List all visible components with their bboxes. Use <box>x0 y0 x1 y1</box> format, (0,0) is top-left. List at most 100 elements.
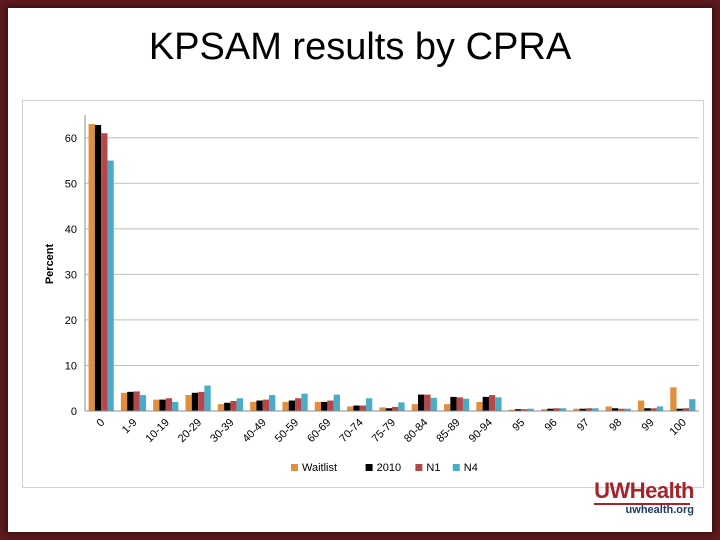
slide: KPSAM results by CPRA Percent 0 10 20 30 40 5… <box>8 8 712 532</box>
bar-n4-10-19 <box>172 401 179 411</box>
bar-2010-100 <box>676 408 683 411</box>
bar-n1-50-59 <box>295 398 302 411</box>
bar-waitlist-0 <box>88 124 95 411</box>
bar-2010-85-89 <box>450 396 457 411</box>
bar-waitlist-70-74 <box>347 406 354 411</box>
logo-underline <box>594 503 690 505</box>
bar-waitlist-80-84 <box>411 404 419 411</box>
bar-waitlist-40-49 <box>250 401 257 411</box>
legend-label: 2010 <box>377 462 401 474</box>
bar-waitlist-98 <box>605 406 612 411</box>
bar-2010-90-94 <box>482 396 489 411</box>
legend-swatch <box>291 464 298 471</box>
bar-2010-1-9 <box>127 391 134 411</box>
bar-waitlist-50-59 <box>282 401 289 411</box>
legend-label: N1 <box>426 462 440 474</box>
bar-n4-50-59 <box>301 393 308 411</box>
bar-waitlist-97 <box>573 408 580 411</box>
x-tick-label: 96 <box>543 417 560 434</box>
y-axis-label: Percent <box>44 243 56 284</box>
bar-waitlist-85-89 <box>444 404 451 411</box>
x-tick-label: 97 <box>575 417 592 434</box>
bar-2010-60-69 <box>321 401 328 411</box>
bar-n4-96 <box>559 408 567 411</box>
bar-n4-60-69 <box>333 394 340 411</box>
x-tick-label: 70-74 <box>337 417 365 445</box>
bar-n1-70-74 <box>359 405 366 411</box>
logo-wordmark: UWHealth <box>574 478 694 504</box>
x-tick-label: 1-9 <box>120 417 140 437</box>
bar-n4-97 <box>592 408 599 411</box>
logo-health: Health <box>629 478 695 503</box>
bar-waitlist-1-9 <box>120 392 128 411</box>
bar-waitlist-75-79 <box>379 407 386 411</box>
bar-2010-98 <box>611 408 619 411</box>
bar-n4-70-74 <box>365 398 373 411</box>
bar-n1-99 <box>650 408 657 411</box>
bar-2010-99 <box>644 408 651 411</box>
bar-2010-80-84 <box>418 394 425 411</box>
x-tick-label: 99 <box>640 417 657 434</box>
bar-n4-1-9 <box>139 395 147 411</box>
x-tick-label: 100 <box>667 417 688 438</box>
bar-waitlist-96 <box>540 409 548 411</box>
bar-waitlist-99 <box>637 400 645 411</box>
bar-n1-30-39 <box>230 400 237 411</box>
bar-2010-20-29 <box>191 392 199 411</box>
x-tick-label: 85-89 <box>434 417 462 445</box>
x-tick-label: 20-29 <box>176 417 204 445</box>
bar-n1-90-94 <box>488 395 496 411</box>
x-tick-label: 0 <box>94 417 107 430</box>
bar-n4-99 <box>656 406 664 411</box>
slide-title: KPSAM results by CPRA <box>148 26 572 68</box>
bar-waitlist-30-39 <box>217 404 225 411</box>
bar-n4-80-84 <box>430 397 437 411</box>
bar-2010-10-19 <box>159 399 166 411</box>
x-tick-label: 60-69 <box>305 417 333 445</box>
y-tick-label: 30 <box>65 269 77 281</box>
bar-waitlist-90-94 <box>476 401 483 411</box>
bar-n1-80-84 <box>424 394 431 411</box>
chart-area: Percent 0 10 20 30 40 50 60 0 1-9 10-19 20-29 30-39… <box>22 100 704 488</box>
bar-chart: Percent 0 10 20 30 40 50 60 0 1-9 10-19 20-29 30-39… <box>44 115 699 474</box>
x-tick-label: 80-84 <box>402 417 430 445</box>
bar-n1-75-79 <box>392 406 399 411</box>
bar-n4-90-94 <box>495 397 502 411</box>
bar-waitlist-10-19 <box>153 399 160 411</box>
bar-n1-40-49 <box>262 399 270 411</box>
bar-n4-75-79 <box>398 402 405 411</box>
x-tick-label: 10-19 <box>144 417 172 445</box>
x-tick-label: 30-39 <box>208 417 236 445</box>
bar-n1-1-9 <box>133 391 140 411</box>
bar-n4-95 <box>527 408 534 411</box>
bar-2010-95 <box>514 409 522 411</box>
legend-label: N4 <box>464 462 478 474</box>
bar-waitlist-60-69 <box>314 401 322 411</box>
bar-n4-40-49 <box>269 395 276 411</box>
y-tick-label: 40 <box>65 224 77 236</box>
bar-n1-85-89 <box>456 397 463 411</box>
bar-2010-75-79 <box>385 408 392 411</box>
bar-n4-0 <box>107 160 114 411</box>
legend-swatch <box>452 464 460 471</box>
bar-2010-70-74 <box>353 405 360 411</box>
x-tick-label: 98 <box>607 417 624 434</box>
legend-label: Waitlist <box>302 462 337 474</box>
bar-n4-30-39 <box>236 398 244 411</box>
bar-waitlist-20-29 <box>185 395 192 411</box>
bar-n4-85-89 <box>462 398 470 411</box>
bar-n1-95 <box>521 409 528 411</box>
bar-2010-96 <box>547 408 554 411</box>
x-tick-label: 50-59 <box>273 417 301 445</box>
logo-url: uwhealth.org <box>625 504 694 516</box>
y-tick-label: 20 <box>65 315 77 327</box>
bar-n1-98 <box>618 408 625 411</box>
bar-n1-97 <box>585 408 593 411</box>
bar-n1-60-69 <box>327 400 334 411</box>
uwhealth-logo: UWHealth uwhealth.org <box>574 478 695 524</box>
legend-swatch <box>365 464 373 471</box>
bar-n1-0 <box>101 133 108 411</box>
bar-n4-20-29 <box>204 385 211 411</box>
bar-n4-98 <box>624 408 631 411</box>
y-tick-label: 10 <box>65 360 77 372</box>
